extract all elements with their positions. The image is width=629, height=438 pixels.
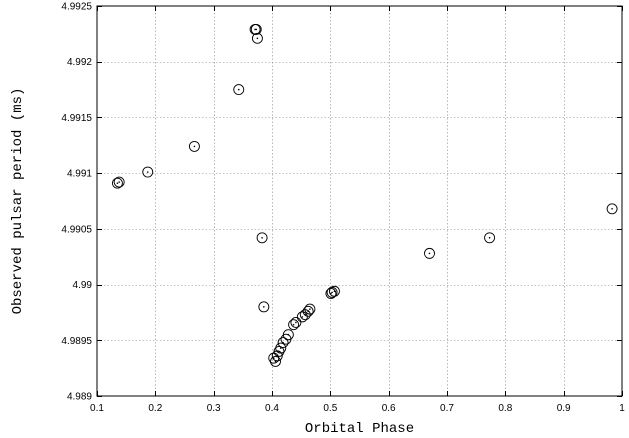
x-tick-label: 0.9	[557, 403, 571, 414]
data-point	[606, 203, 618, 215]
data-point	[250, 23, 262, 35]
axis-ticks	[97, 6, 623, 397]
data-point	[251, 32, 263, 44]
x-axis-label: Orbital Phase	[305, 421, 414, 437]
data-point	[111, 177, 123, 189]
data-point	[424, 247, 435, 259]
data-point	[282, 329, 294, 341]
x-tick-labels: 0.1 0.2 0.3 0.4 0.5 0.6 0.7 0.8 0.9 1	[90, 403, 625, 414]
y-axis-label: Observed pulsar period (ms)	[10, 88, 26, 315]
y-tick-label: 4.989	[67, 392, 92, 403]
grid-lines	[97, 6, 622, 396]
data-point	[326, 286, 338, 298]
data-point	[290, 317, 302, 328]
data-point	[233, 84, 245, 96]
data-point	[256, 232, 268, 244]
x-tick-label: 0.5	[323, 403, 337, 414]
x-tick-label: 0.8	[498, 403, 512, 414]
x-tick-label: 1	[619, 403, 625, 414]
data-point	[142, 166, 154, 178]
data-points	[111, 23, 618, 367]
data-point	[188, 140, 200, 152]
y-tick-label: 4.992	[67, 57, 92, 68]
data-point	[113, 176, 125, 188]
data-point	[328, 285, 340, 297]
data-point	[270, 356, 281, 367]
x-tick-label: 0.4	[265, 403, 279, 414]
data-point	[258, 301, 270, 313]
y-tick-label: 4.99	[73, 280, 93, 291]
y-tick-label: 4.991	[67, 169, 92, 180]
x-tick-label: 0.3	[207, 403, 221, 414]
data-point	[275, 342, 287, 354]
y-tick-label: 4.9905	[61, 224, 92, 235]
x-tick-label: 0.2	[148, 403, 162, 414]
y-tick-label: 4.9915	[61, 113, 92, 124]
x-tick-label: 0.1	[90, 403, 104, 414]
data-point	[288, 319, 300, 331]
x-tick-label: 0.7	[440, 403, 454, 414]
y-tick-labels: 4.989 4.9895 4.99 4.9905 4.991 4.9915 4.992 4.9…	[61, 2, 92, 403]
x-tick-label: 0.6	[382, 403, 396, 414]
data-point	[304, 303, 316, 315]
data-point	[302, 305, 314, 317]
y-tick-label: 4.9895	[61, 336, 92, 347]
plot-frame	[96, 5, 623, 397]
y-tick-label: 4.9925	[61, 2, 92, 13]
data-point	[484, 232, 496, 244]
data-point	[296, 311, 308, 323]
